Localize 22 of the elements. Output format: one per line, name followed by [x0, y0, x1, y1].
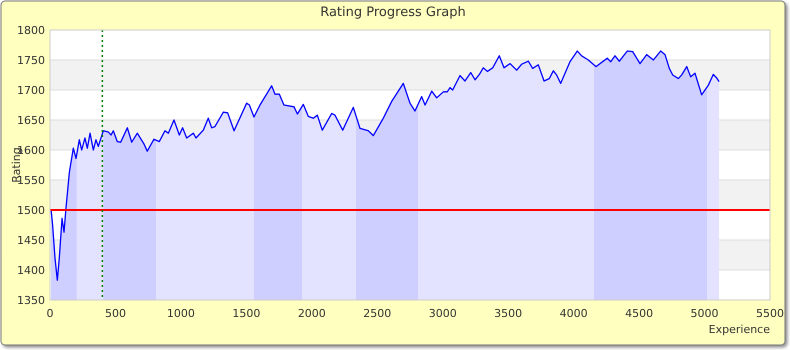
x-tick-label: 4000 — [560, 307, 588, 320]
x-tick-label: 4500 — [625, 307, 654, 320]
y-tick-label: 1700 — [17, 84, 45, 97]
x-tick-label: 3000 — [428, 307, 457, 320]
y-tick-label: 1500 — [17, 204, 45, 217]
x-tick-label: 1500 — [232, 307, 260, 320]
chart-title: Rating Progress Graph — [320, 5, 466, 20]
x-axis-title: Experience — [708, 323, 770, 336]
x-tick-label: 5500 — [756, 307, 784, 320]
y-tick-label: 1800 — [17, 24, 45, 37]
y-tick-label: 1450 — [17, 234, 45, 247]
x-tick-label: 5000 — [690, 307, 719, 320]
y-tick-label: 1650 — [17, 114, 45, 127]
x-tick-label: 500 — [104, 307, 126, 320]
y-tick-label: 1750 — [17, 54, 45, 67]
x-tick-label: 2000 — [298, 307, 326, 320]
x-tick-label: 2500 — [363, 307, 392, 320]
x-tick-label: 1000 — [166, 307, 195, 320]
y-tick-label: 1350 — [17, 294, 45, 307]
x-tick-label: 3500 — [494, 307, 522, 320]
y-tick-label: 1400 — [17, 264, 45, 277]
x-tick-label: 0 — [46, 307, 54, 320]
